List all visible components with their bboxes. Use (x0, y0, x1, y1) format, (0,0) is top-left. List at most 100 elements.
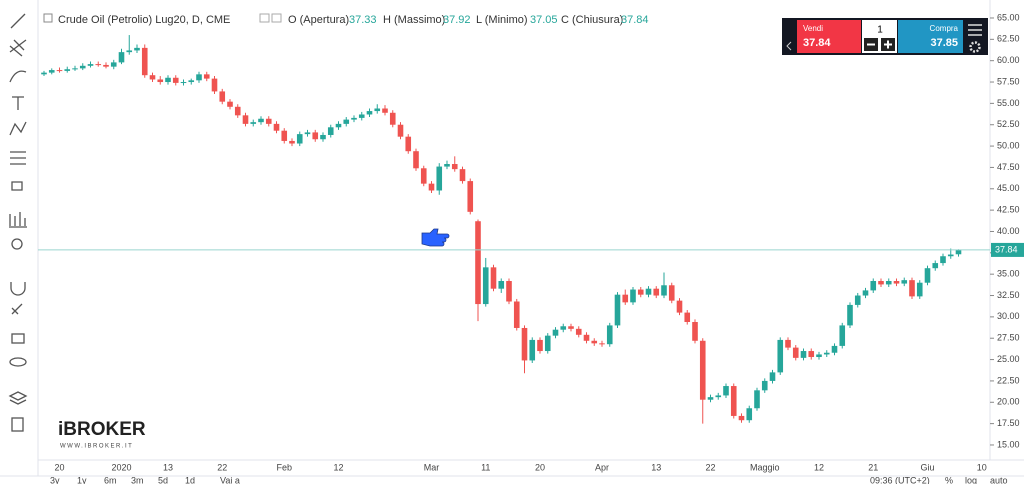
settings-icon[interactable] (969, 41, 981, 53)
candle-body (723, 386, 729, 396)
candle-body (118, 52, 125, 63)
buy-button[interactable] (898, 20, 963, 53)
candle-body (885, 281, 892, 285)
candle-body (800, 351, 807, 358)
quantity: 1 (877, 25, 883, 36)
candle-body (327, 127, 334, 135)
candle-body (273, 123, 280, 131)
series-icon[interactable] (271, 13, 282, 23)
tool-layers[interactable] (8, 391, 28, 405)
x-tick-label: 2020 (111, 462, 131, 472)
auto-toggle[interactable]: auto (990, 475, 1008, 484)
candle-body (668, 285, 675, 301)
tool-fib[interactable] (9, 39, 27, 57)
y-tick-label: 40.00 (997, 226, 1020, 236)
candle-body (312, 132, 319, 140)
range-button[interactable]: 1y (77, 475, 87, 484)
goto-button[interactable]: Vai a (220, 475, 240, 484)
candle-body (614, 294, 621, 326)
y-tick-label: 30.00 (997, 311, 1020, 321)
candle-body (141, 47, 148, 76)
candle-body (730, 386, 737, 416)
buy-label: Compra (930, 24, 959, 33)
candle-body (165, 77, 171, 83)
candle-body (684, 312, 691, 322)
candle-body (746, 408, 753, 421)
y-tick-label: 15.00 (997, 439, 1020, 449)
last-price-tag (991, 242, 1024, 257)
candle-body (761, 380, 768, 391)
candle-body (606, 325, 613, 345)
candle-body (475, 221, 481, 305)
candle-body (459, 169, 466, 182)
range-button[interactable]: 1d (185, 475, 195, 484)
candle-body (320, 134, 326, 140)
tool-prediction[interactable] (10, 151, 26, 165)
candle-body (188, 80, 195, 83)
x-tick-label: 13 (651, 462, 661, 472)
tool-eye[interactable] (9, 357, 27, 367)
tool-magnet[interactable] (10, 282, 26, 296)
y-tick-label: 50.00 (997, 140, 1020, 150)
x-tick-label: 10 (977, 462, 987, 472)
candle-body (335, 123, 342, 128)
candle-body (785, 339, 791, 348)
candle-body (738, 415, 745, 421)
candle-body (583, 334, 590, 341)
y-tick-label: 32.50 (997, 290, 1020, 300)
candle-body (924, 268, 931, 283)
ohlc-label: H (Massimo) (383, 14, 445, 26)
menu-icon[interactable] (968, 24, 982, 36)
candle-body (126, 50, 133, 53)
panel-collapse[interactable] (786, 41, 792, 51)
series-icon[interactable] (259, 13, 270, 23)
candle-body (560, 326, 567, 330)
tool-cursor[interactable] (11, 181, 23, 191)
ohlc-label: O (Apertura) (288, 14, 349, 26)
range-button[interactable]: 6m (104, 475, 117, 484)
collapse-icon[interactable] (43, 13, 53, 23)
buy-price: 37.85 (930, 37, 958, 49)
candle-body (715, 395, 722, 398)
candle-body (413, 151, 419, 169)
tool-trash[interactable] (11, 417, 24, 432)
candle-body (134, 47, 140, 51)
tool-text[interactable] (12, 96, 24, 110)
sell-button[interactable] (797, 20, 861, 53)
tool-measure[interactable] (9, 212, 27, 228)
candle-body (180, 82, 187, 84)
hand-icon (421, 228, 450, 247)
candle-body (242, 115, 249, 124)
ohlc-label: C (Chiusura) (561, 14, 623, 26)
candle-body (955, 249, 962, 255)
candle-body (397, 124, 404, 137)
log-toggle[interactable]: log (965, 475, 977, 484)
candle-body (250, 122, 257, 124)
candle-body (48, 70, 55, 73)
tool-brush[interactable] (9, 70, 27, 83)
x-tick-label: 12 (333, 462, 343, 472)
ohlc-value: 37.84 (621, 14, 649, 26)
candle-body (149, 75, 156, 80)
candle-body (64, 69, 71, 71)
tool-zoom[interactable] (11, 238, 23, 250)
range-button[interactable]: 3y (50, 475, 60, 484)
tool-lock-draw[interactable] (11, 303, 23, 315)
watermark: iBROKER WWW.IBROKER.IT (58, 419, 146, 450)
percent-toggle[interactable]: % (945, 475, 953, 484)
tool-line[interactable] (10, 13, 26, 29)
range-button[interactable]: 5d (158, 475, 168, 484)
candle-body (808, 351, 815, 358)
y-tick-label: 55.00 (997, 98, 1020, 108)
candle-body (289, 140, 295, 144)
ohlc-value: 37.92 (443, 14, 471, 26)
range-button[interactable]: 3m (131, 475, 144, 484)
candle-body (451, 164, 458, 170)
candle-body (366, 111, 373, 115)
candle-body (676, 300, 683, 313)
tool-lock[interactable] (11, 333, 25, 344)
candle-body (95, 64, 102, 66)
x-tick-label: 22 (705, 462, 715, 472)
tool-pattern[interactable] (9, 121, 27, 136)
candle-body (227, 101, 233, 107)
